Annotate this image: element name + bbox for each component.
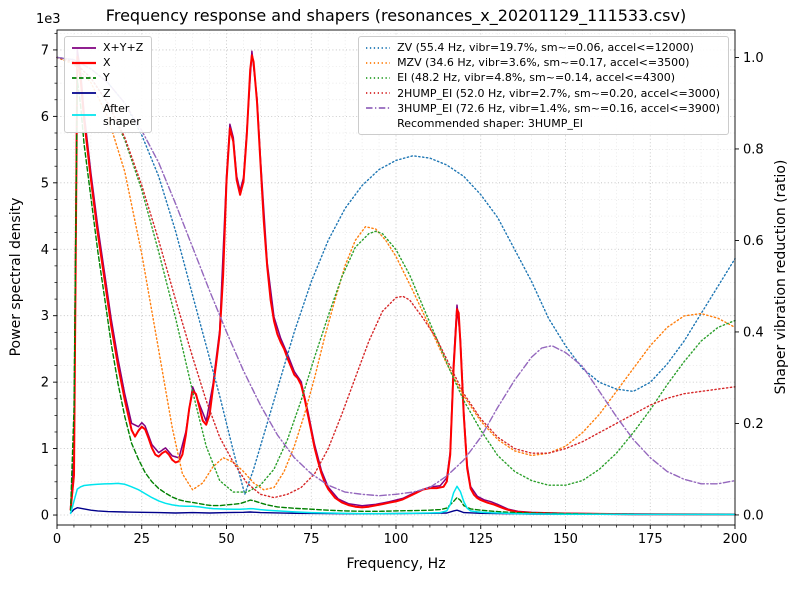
y-left-tick-label: 2 — [41, 376, 49, 391]
legend-psd: X+Y+Z X Y Z After shaper — [64, 36, 153, 134]
y-axis-left-ticks: 0 1 2 3 4 5 6 7 — [41, 32, 57, 524]
mzv-line-sample-icon — [366, 61, 391, 64]
y-right-tick-label: 0.2 — [743, 417, 764, 432]
series-mzv — [56, 56, 736, 491]
series-x — [69, 54, 736, 516]
x-tick-label: 25 — [133, 532, 150, 547]
z-line-sample-icon — [72, 92, 96, 95]
legend-entry-zv: ZV (55.4 Hz, vibr=19.7%, sm~=0.06, accel… — [365, 41, 720, 54]
recommended-shaper-text: Recommended shaper: 3HUMP_EI — [397, 116, 584, 130]
zv-line-sample-icon — [366, 46, 391, 49]
series-2hump-ei — [56, 56, 736, 499]
legend-entry-recommended: Recommended shaper: 3HUMP_EI — [365, 117, 720, 130]
y-right-tick-label: 0.6 — [743, 234, 764, 249]
series-shapers — [56, 56, 736, 499]
legend-entry-z: Z — [71, 87, 143, 100]
chart-title: Frequency response and shapers (resonanc… — [105, 6, 687, 25]
axis-offset-text: 1e3 — [36, 12, 61, 27]
series-psd — [69, 49, 736, 516]
3hump-ei-line-sample-icon — [366, 107, 391, 110]
series-zv — [56, 56, 736, 495]
legend-label-z: Z — [103, 86, 111, 100]
legend-label-x: X — [103, 56, 111, 70]
legend-entry-y: Y — [71, 71, 143, 84]
x-tick-label: 75 — [303, 532, 320, 547]
legend-label-zv: ZV (55.4 Hz, vibr=19.7%, sm~=0.06, accel… — [397, 41, 694, 54]
y-left-tick-label: 4 — [41, 243, 49, 258]
x-axis-ticks: 0 25 50 75 100 125 150 175 200 — [53, 525, 748, 547]
series-y — [69, 79, 736, 516]
y-left-tick-label: 0 — [41, 509, 49, 524]
ei-line-sample-icon — [366, 77, 391, 79]
series-after-shaper — [69, 482, 736, 516]
y-left-tick-label: 3 — [41, 309, 49, 324]
2hump-ei-line-sample-icon — [366, 92, 391, 95]
legend-entry-ei: EI (48.2 Hz, vibr=4.8%, sm~=0.14, accel<… — [365, 71, 720, 84]
legend-entry-x-y-z: X+Y+Z — [71, 41, 143, 54]
y-left-tick-label: 1 — [41, 442, 49, 457]
y-right-tick-label: 0.0 — [743, 508, 764, 523]
x-tick-label: 150 — [553, 532, 578, 547]
x-axis-label: Frequency, Hz — [346, 556, 446, 572]
legend-entry-after-shaper: After shaper — [71, 102, 143, 128]
legend-entry-2hump-ei: 2HUMP_EI (52.0 Hz, vibr=2.7%, sm~=0.20, … — [365, 87, 720, 100]
legend-label-after-shaper: After shaper — [103, 101, 141, 128]
x-tick-label: 200 — [723, 532, 748, 547]
series-x-y-z — [69, 49, 736, 516]
y-axis-right-ticks: 0.0 0.2 0.4 0.6 0.8 1.0 — [735, 51, 764, 523]
x-tick-label: 125 — [468, 532, 493, 547]
legend-label-2hump-ei: 2HUMP_EI (52.0 Hz, vibr=2.7%, sm~=0.20, … — [397, 86, 720, 100]
x-tick-label: 100 — [384, 532, 409, 547]
after-shaper-line-sample-icon — [72, 114, 96, 116]
legend-label-x-y-z: X+Y+Z — [103, 41, 144, 54]
x-y-z-line-sample-icon — [72, 46, 96, 49]
legend-label-3hump-ei: 3HUMP_EI (72.6 Hz, vibr=1.4%, sm~=0.16, … — [397, 101, 720, 115]
y-line-sample-icon — [72, 77, 96, 79]
y-left-tick-label: 6 — [41, 110, 49, 125]
legend-label-y: Y — [103, 71, 110, 85]
y-left-tick-label: 7 — [41, 43, 49, 58]
legend-shapers: ZV (55.4 Hz, vibr=19.7%, sm~=0.06, accel… — [358, 36, 729, 136]
x-tick-label: 50 — [218, 532, 235, 547]
y-right-tick-label: 0.8 — [743, 142, 764, 157]
y-right-tick-label: 0.4 — [743, 325, 764, 340]
x-line-sample-icon — [72, 61, 96, 64]
series-ei — [56, 56, 736, 493]
x-tick-label: 0 — [53, 532, 61, 547]
x-tick-label: 175 — [638, 532, 663, 547]
legend-entry-3hump-ei: 3HUMP_EI (72.6 Hz, vibr=1.4%, sm~=0.16, … — [365, 102, 720, 115]
y-right-tick-label: 1.0 — [743, 51, 764, 66]
legend-label-ei: EI (48.2 Hz, vibr=4.8%, sm~=0.14, accel<… — [397, 71, 676, 85]
series-z — [69, 507, 736, 516]
legend-entry-x: X — [71, 56, 143, 69]
y-axis-label-right: Shaper vibration reduction (ratio) — [773, 159, 789, 395]
y-axis-label-left: Power spectral density — [8, 197, 24, 357]
y-left-tick-label: 5 — [41, 176, 49, 191]
legend-entry-mzv: MZV (34.6 Hz, vibr=3.6%, sm~=0.17, accel… — [365, 56, 720, 69]
legend-label-mzv: MZV (34.6 Hz, vibr=3.6%, sm~=0.17, accel… — [397, 56, 690, 70]
